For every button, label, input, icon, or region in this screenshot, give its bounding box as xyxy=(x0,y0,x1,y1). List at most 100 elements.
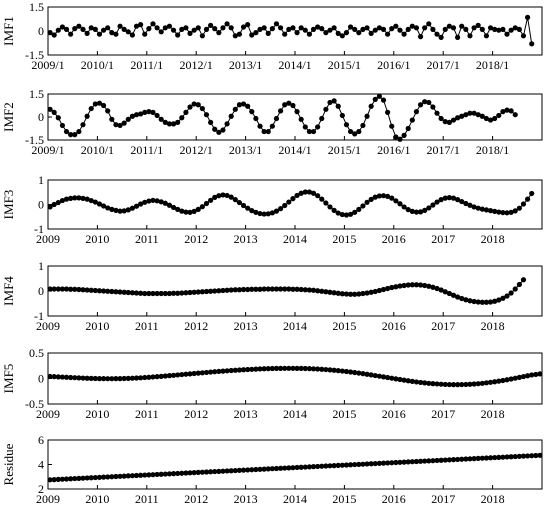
data-point xyxy=(257,123,263,129)
data-point xyxy=(434,285,440,292)
data-point xyxy=(467,381,473,387)
data-point xyxy=(133,472,140,479)
data-point xyxy=(261,128,267,135)
data-point xyxy=(72,26,78,32)
data-point xyxy=(129,32,135,38)
data-point xyxy=(191,289,197,295)
data-point xyxy=(389,195,395,201)
data-point xyxy=(323,29,329,36)
data-point xyxy=(475,22,481,28)
data-point xyxy=(203,288,210,295)
data-point xyxy=(117,208,123,214)
x-tick-label: 2010 xyxy=(85,492,109,506)
data-point xyxy=(343,462,350,468)
data-point xyxy=(339,211,345,218)
data-point xyxy=(376,25,382,31)
x-tick-label: 2013 xyxy=(234,407,258,421)
x-tick-label: 2012/1 xyxy=(180,58,213,72)
data-point xyxy=(216,129,222,135)
data-point xyxy=(92,26,98,32)
data-point xyxy=(100,27,107,33)
data-point xyxy=(463,112,469,118)
data-point xyxy=(343,212,350,218)
plot-frame xyxy=(47,6,543,56)
data-point xyxy=(401,459,407,465)
data-point xyxy=(496,454,502,460)
data-point xyxy=(364,461,370,467)
data-point xyxy=(524,453,531,459)
data-point xyxy=(302,287,308,293)
data-point xyxy=(133,290,140,296)
data-point xyxy=(109,206,115,212)
data-point xyxy=(72,375,78,381)
x-tick-label: 2015 xyxy=(332,407,356,421)
y-axis-title: IMF1 xyxy=(1,16,16,46)
data-point xyxy=(500,109,506,115)
data-point xyxy=(405,207,411,213)
data-point xyxy=(257,210,263,217)
data-point xyxy=(261,211,267,217)
data-point xyxy=(125,375,131,381)
data-point xyxy=(298,365,304,371)
data-point xyxy=(175,32,181,38)
data-point xyxy=(47,204,53,210)
data-point xyxy=(125,207,131,213)
data-point xyxy=(47,373,53,380)
data-point xyxy=(327,289,333,295)
x-tick-label: 2011 xyxy=(135,319,159,333)
data-point xyxy=(417,34,424,40)
y-axis-title: IMF4 xyxy=(1,276,16,306)
data-point xyxy=(212,288,218,294)
data-point xyxy=(479,26,485,32)
data-point xyxy=(397,283,403,289)
data-point xyxy=(331,98,337,104)
data-point xyxy=(253,209,259,215)
data-point xyxy=(459,456,465,462)
data-point xyxy=(393,459,399,466)
x-tick-label: 2017 xyxy=(431,407,455,421)
data-point xyxy=(55,27,61,33)
data-point xyxy=(105,25,111,31)
data-point xyxy=(47,106,53,112)
data-point xyxy=(483,33,490,39)
data-point xyxy=(302,189,308,195)
data-point xyxy=(51,109,57,115)
data-point xyxy=(109,116,115,122)
data-point xyxy=(438,34,444,41)
data-point xyxy=(487,208,494,214)
data-point xyxy=(203,200,210,207)
data-point xyxy=(417,379,424,386)
data-point xyxy=(187,209,193,215)
data-point xyxy=(520,453,527,459)
y-axis-title: Residue xyxy=(1,443,16,485)
data-point xyxy=(286,100,292,106)
data-point xyxy=(347,128,354,135)
data-point xyxy=(76,475,82,481)
data-point xyxy=(504,293,510,299)
data-point xyxy=(158,290,164,297)
data-point xyxy=(310,287,317,293)
data-point xyxy=(96,100,103,106)
data-point xyxy=(471,381,477,387)
data-point xyxy=(372,27,378,33)
data-point xyxy=(92,199,98,205)
data-point xyxy=(455,197,461,203)
data-point xyxy=(253,29,259,36)
data-point xyxy=(417,209,424,215)
data-point xyxy=(413,209,420,215)
data-point xyxy=(389,284,395,291)
data-point xyxy=(187,470,193,476)
data-point xyxy=(483,115,490,122)
data-point xyxy=(179,290,185,296)
data-point xyxy=(356,370,362,376)
data-point xyxy=(323,106,329,112)
data-point xyxy=(220,192,226,198)
data-point xyxy=(520,33,527,39)
data-point xyxy=(352,291,358,297)
data-point xyxy=(113,31,119,37)
data-point xyxy=(257,286,263,292)
data-point xyxy=(455,115,461,121)
data-point xyxy=(236,467,243,473)
